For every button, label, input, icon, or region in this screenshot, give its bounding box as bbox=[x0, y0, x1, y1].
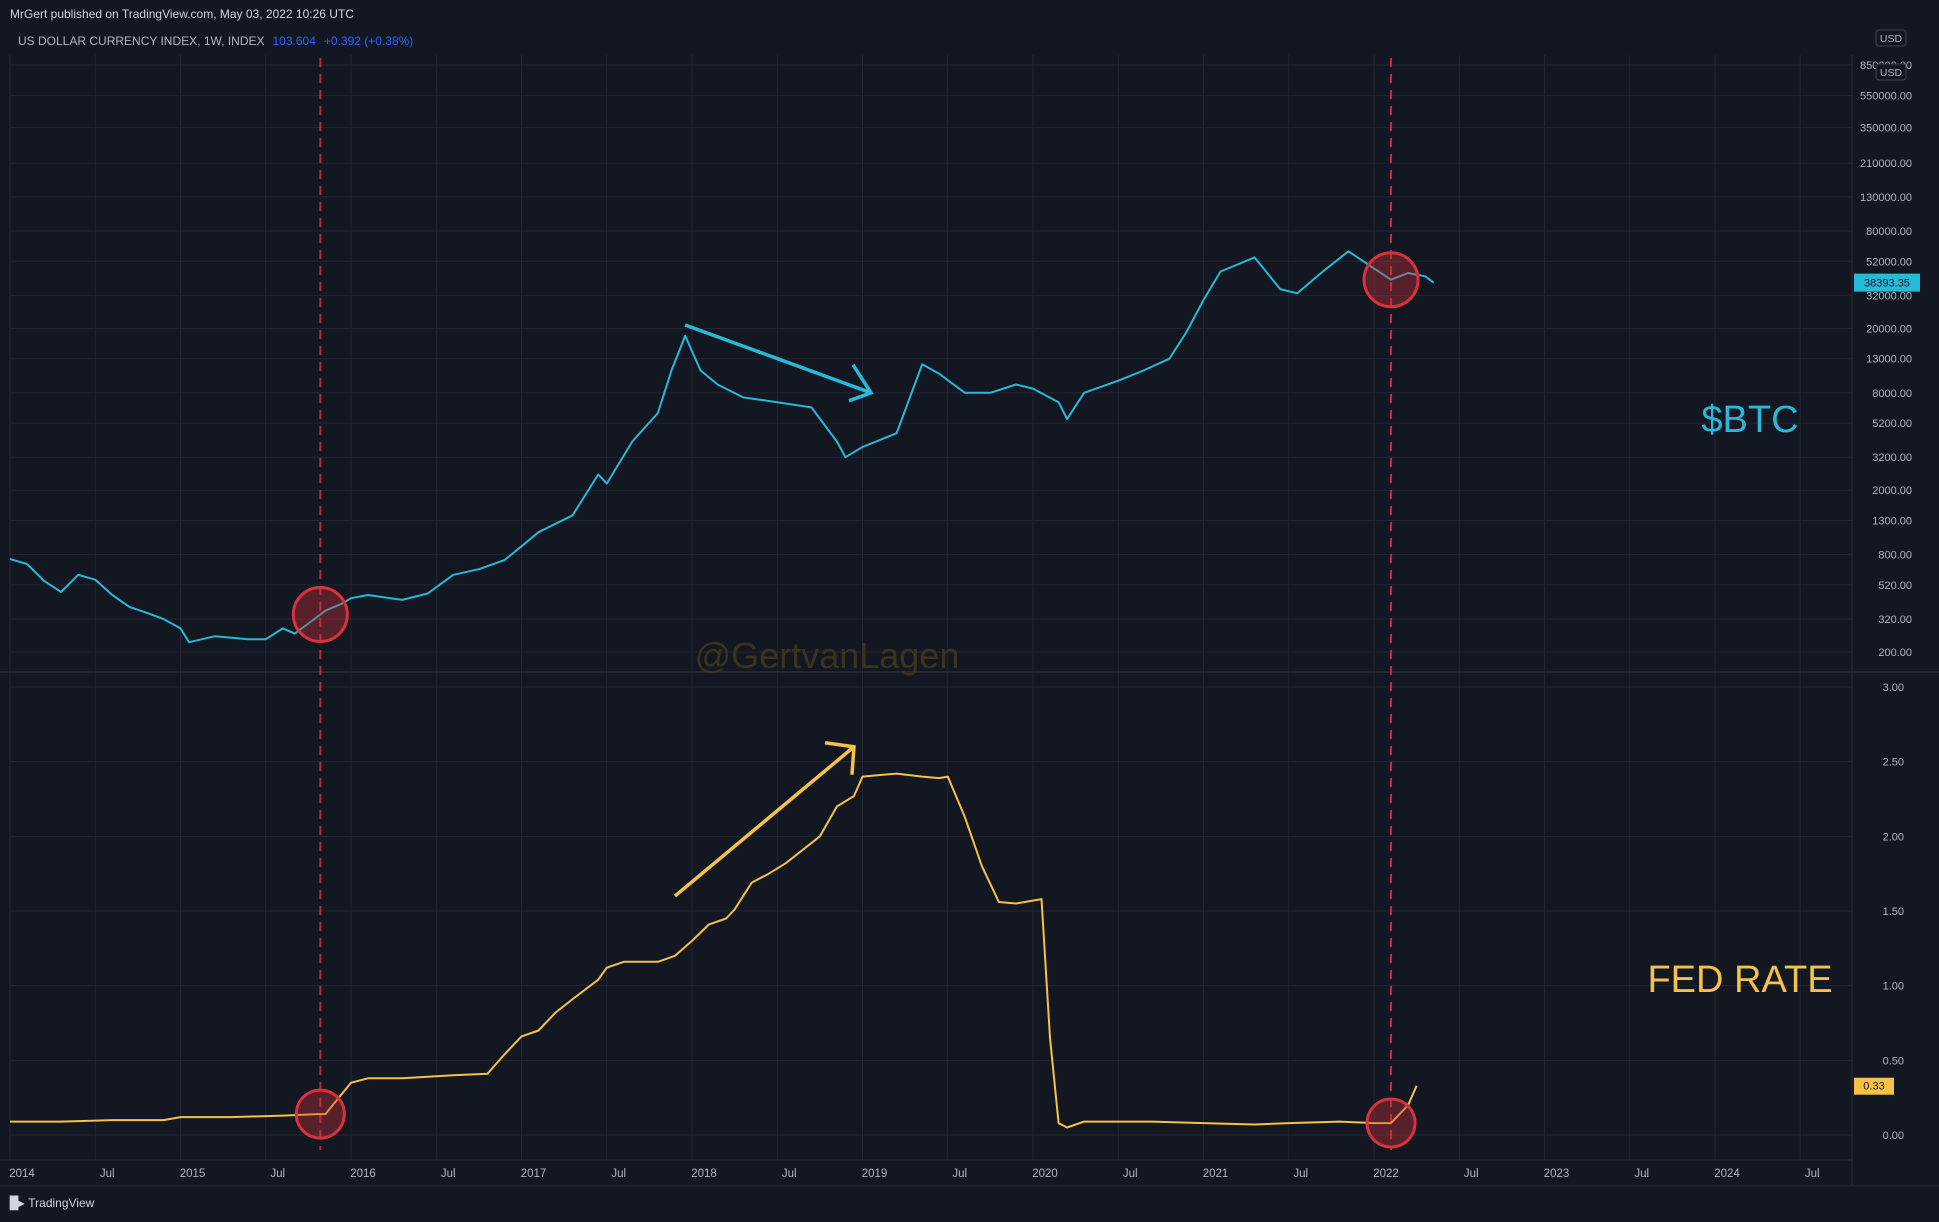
btc-axis-tick-label: 13000.00 bbox=[1866, 354, 1912, 366]
fed-axis-tick-label: 3.00 bbox=[1883, 682, 1904, 694]
btc-axis-tick-label: 52000.00 bbox=[1866, 256, 1912, 268]
time-axis-tick-label: 2024 bbox=[1714, 1168, 1740, 1180]
btc-arrow-head bbox=[848, 363, 874, 403]
annotations bbox=[673, 323, 874, 898]
time-axis-tick-label: Jul bbox=[1805, 1168, 1820, 1180]
fed-axis-tick-label: 1.00 bbox=[1883, 981, 1904, 993]
fed-marker-circle bbox=[1365, 1097, 1417, 1149]
time-axis-tick-label: 2021 bbox=[1203, 1168, 1229, 1180]
symbol-change: +0.392 (+0.38%) bbox=[323, 34, 414, 48]
fed-axis-tick-label: 2.00 bbox=[1883, 831, 1904, 843]
btc-axis-tick-label: 800.00 bbox=[1878, 550, 1912, 562]
btc-marker-circle bbox=[291, 586, 349, 644]
symbol-value: 103.604 bbox=[272, 34, 316, 48]
btc-axis-tick-label: 350000.00 bbox=[1860, 122, 1912, 134]
symbol-name: US DOLLAR CURRENCY INDEX, 1W, INDEX bbox=[18, 34, 265, 48]
time-axis-tick-label: Jul bbox=[1123, 1168, 1138, 1180]
time-axis-tick-label: 2018 bbox=[691, 1168, 717, 1180]
time-axis-tick-label: Jul bbox=[1634, 1168, 1649, 1180]
fed-pane: FED RATE bbox=[10, 772, 1833, 1149]
time-axis-tick-label: 2019 bbox=[862, 1168, 888, 1180]
grid bbox=[0, 55, 1939, 1187]
usd-badge-axis[interactable]: USD bbox=[1880, 67, 1903, 79]
btc-axis-tick-label: 3200.00 bbox=[1872, 452, 1912, 464]
btc-axis-tick-label: 5200.00 bbox=[1872, 418, 1912, 430]
fed-series-label: FED RATE bbox=[1647, 959, 1832, 1001]
brand-label: TradingView bbox=[28, 1196, 95, 1210]
btc-axis-tick-label: 2000.00 bbox=[1872, 485, 1912, 497]
time-axis-tick-label: Jul bbox=[270, 1168, 285, 1180]
btc-axis-tick-label: 550000.00 bbox=[1860, 91, 1912, 103]
event-lines bbox=[319, 58, 1393, 1150]
btc-axis-tick-label: 520.00 bbox=[1878, 580, 1912, 592]
time-axis-tick-label: 2014 bbox=[9, 1168, 35, 1180]
btc-axis-tick-label: 130000.00 bbox=[1860, 192, 1912, 204]
time-axis-tick-label: Jul bbox=[1293, 1168, 1308, 1180]
btc-trend-arrow bbox=[684, 323, 872, 395]
btc-series-label: $BTC bbox=[1701, 399, 1798, 441]
time-axis-tick-label: 2020 bbox=[1032, 1168, 1058, 1180]
btc-last-value: 38393.35 bbox=[1864, 278, 1910, 290]
usd-badge-top-box bbox=[1875, 29, 1907, 47]
time-axis-tick-label: Jul bbox=[100, 1168, 115, 1180]
time-axis-tick-label: 2022 bbox=[1373, 1168, 1399, 1180]
fed-last-value-box bbox=[1854, 1077, 1894, 1095]
btc-axis-tick-label: 32000.00 bbox=[1866, 290, 1912, 302]
time-axis-tick-label: 2016 bbox=[350, 1168, 376, 1180]
time-axis-tick-label: Jul bbox=[441, 1168, 456, 1180]
time-axis-tick-label: Jul bbox=[782, 1168, 797, 1180]
btc-axis-tick-label: 20000.00 bbox=[1866, 323, 1912, 335]
fed-trend-arrow bbox=[673, 745, 856, 898]
tradingview-logo-icon: ▉▸ bbox=[10, 1196, 24, 1210]
btc-axis-tick-label: 8000.00 bbox=[1872, 388, 1912, 400]
time-axis[interactable]: 2014 Jul 2015 Jul 2016 Jul 2017 Jul 2018 Jul 2019 J… bbox=[9, 1168, 1819, 1180]
usd-badge-top[interactable]: USD bbox=[1880, 33, 1903, 45]
watermark-text: @GertvanLagen bbox=[695, 635, 960, 676]
time-axis-tick-label: Jul bbox=[611, 1168, 626, 1180]
fed-last-value: 0.33 bbox=[1863, 1081, 1884, 1093]
fed-axis-tick-label: 0.00 bbox=[1883, 1130, 1904, 1142]
btc-last-value-box bbox=[1854, 273, 1920, 292]
btc-marker-circle bbox=[1362, 251, 1420, 309]
time-axis-tick-label: 2015 bbox=[180, 1168, 206, 1180]
fed-axis-tick-label: 1.50 bbox=[1883, 906, 1904, 918]
fed-axis-tick-label: 2.50 bbox=[1883, 757, 1904, 769]
time-axis-tick-label: 2017 bbox=[521, 1168, 547, 1180]
btc-axis-tick-label: 80000.00 bbox=[1866, 226, 1912, 238]
watermark: @GertvanLagen bbox=[695, 635, 960, 676]
publish-info: MrGert published on TradingView.com, May… bbox=[10, 7, 354, 21]
btc-axis-tick-label: 1300.00 bbox=[1872, 515, 1912, 527]
tradingview-brand[interactable]: ▉▸ TradingView bbox=[10, 1196, 94, 1210]
btc-axis-tick-label: 210000.00 bbox=[1860, 158, 1912, 170]
time-axis-tick-label: Jul bbox=[952, 1168, 967, 1180]
fed-axis-tick-label: 0.50 bbox=[1883, 1055, 1904, 1067]
btc-axis-tick-label: 200.00 bbox=[1878, 647, 1912, 659]
time-axis-tick-label: 2023 bbox=[1544, 1168, 1570, 1180]
time-axis-tick-label: Jul bbox=[1464, 1168, 1479, 1180]
btc-series-line bbox=[9, 250, 1435, 644]
price-axis[interactable]: 850000.00550000.00350000.00210000.001300… bbox=[1854, 29, 1920, 1142]
btc-axis-tick-label: 320.00 bbox=[1878, 614, 1912, 626]
fed-arrow-head bbox=[824, 740, 856, 775]
usd-badge-axis-box bbox=[1875, 63, 1907, 81]
btc-pane: $BTC bbox=[9, 250, 1799, 644]
fed-series-line bbox=[10, 772, 1418, 1129]
fed-marker-circle bbox=[294, 1088, 346, 1140]
symbol-legend: US DOLLAR CURRENCY INDEX, 1W, INDEX 103.6… bbox=[18, 34, 413, 48]
